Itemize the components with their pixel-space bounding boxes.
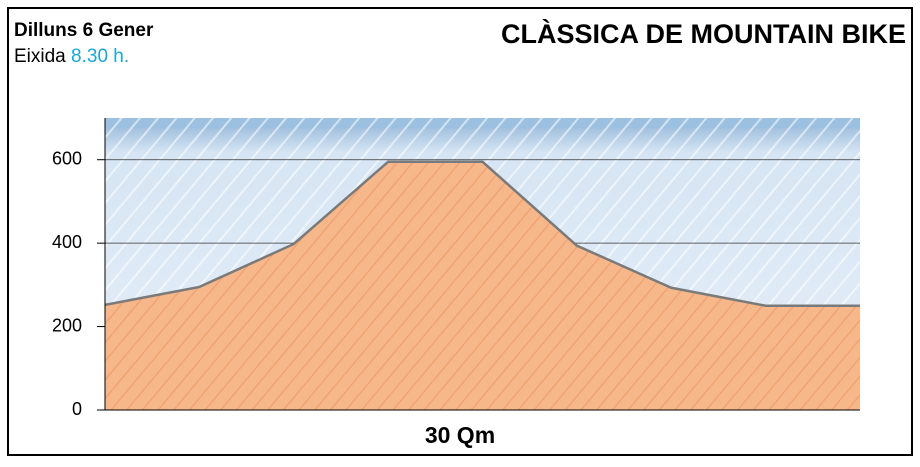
- start: Eixida 8.30 h.: [14, 46, 129, 67]
- x-axis-label: 30 Qm: [425, 422, 495, 448]
- elevation-line: [104, 160, 860, 307]
- chart-title: CLÀSSICA DE MOUNTAIN BIKE: [501, 18, 906, 49]
- day: Dilluns 6 Gener: [14, 20, 154, 41]
- y-tick-label: 400: [52, 232, 82, 252]
- frame: [7, 7, 913, 456]
- y-tick-label: 0: [72, 399, 82, 419]
- y-tick-label: 600: [52, 148, 82, 168]
- y-tick-label: 200: [52, 315, 82, 335]
- start-label: Eixida: [14, 46, 66, 67]
- start-time: 8.30 h.: [71, 46, 129, 67]
- elevation-hatch: [105, 161, 860, 410]
